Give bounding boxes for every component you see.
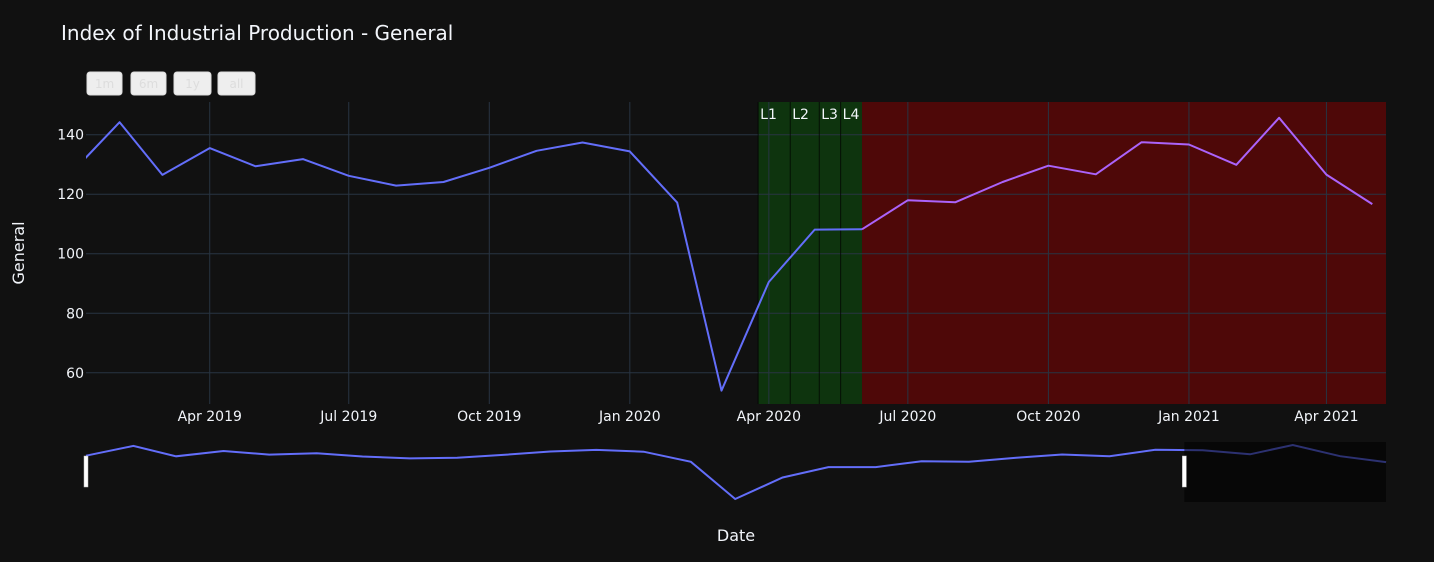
slider-unselected-mask bbox=[1184, 442, 1386, 502]
marker-label-l2: L2 bbox=[792, 107, 809, 123]
slider-handle-right[interactable] bbox=[1182, 455, 1187, 488]
shaded-regions bbox=[758, 102, 1386, 404]
range-button-1y[interactable]: 1y bbox=[173, 71, 212, 96]
range-button-bg[interactable] bbox=[86, 71, 123, 96]
marker-label-l3: L3 bbox=[821, 107, 838, 123]
range-slider[interactable] bbox=[83, 442, 1387, 502]
x-axis-label: Date bbox=[717, 526, 755, 545]
x-tick-label: Oct 2020 bbox=[1016, 409, 1080, 425]
range-button-label[interactable]: 1y bbox=[185, 77, 200, 91]
range-button-all[interactable]: all bbox=[217, 71, 256, 96]
chart-title: Index of Industrial Production - General bbox=[61, 21, 453, 45]
slider-handle-left[interactable] bbox=[83, 455, 89, 488]
x-tick-label: Jul 2019 bbox=[319, 409, 377, 425]
x-tick-label: Apr 2020 bbox=[737, 409, 801, 425]
slider-series-line bbox=[85, 443, 1387, 501]
y-tick-label: 120 bbox=[57, 187, 84, 203]
x-tick-label: Jul 2020 bbox=[878, 409, 936, 425]
range-button-label[interactable]: all bbox=[229, 77, 243, 91]
range-button-bg[interactable] bbox=[217, 71, 256, 96]
y-tick-label: 80 bbox=[66, 306, 84, 322]
plot-area: L1 L2 L3 L4 bbox=[86, 102, 1386, 404]
shaded-region-0 bbox=[758, 102, 863, 404]
series-lines bbox=[86, 116, 1373, 392]
y-tick-label: 140 bbox=[57, 128, 84, 144]
series-line-1 bbox=[861, 116, 1373, 231]
series-line-0 bbox=[86, 121, 863, 392]
marker-label-l1: L1 bbox=[760, 107, 777, 123]
range-button-label[interactable]: 6m bbox=[139, 77, 158, 91]
x-axis-ticks: Apr 2019 Jul 2019 Oct 2019 Jan 2020 Apr 2020… bbox=[178, 409, 1359, 425]
lockdown-markers: L1 L2 L3 L4 bbox=[757, 102, 860, 404]
x-tick-label: Apr 2019 bbox=[178, 409, 242, 425]
range-button-label[interactable]: 1m bbox=[95, 77, 114, 91]
grid-lines bbox=[86, 102, 1386, 404]
x-tick-label: Apr 2021 bbox=[1294, 409, 1358, 425]
range-button-bg[interactable] bbox=[130, 71, 167, 96]
y-tick-label: 60 bbox=[66, 366, 84, 382]
range-button-6m[interactable]: 6m bbox=[130, 71, 167, 96]
range-selector: 1m 6m 1y all bbox=[86, 71, 256, 96]
range-button-bg[interactable] bbox=[173, 71, 212, 96]
x-tick-label: Oct 2019 bbox=[457, 409, 521, 425]
marker-label-l4: L4 bbox=[843, 107, 860, 123]
range-button-1m[interactable]: 1m bbox=[86, 71, 123, 96]
x-tick-label: Jan 2021 bbox=[1157, 409, 1220, 425]
y-axis-ticks: 60 80 100 120 140 bbox=[57, 128, 84, 382]
y-tick-label: 100 bbox=[57, 247, 84, 263]
shaded-region-1 bbox=[862, 102, 1386, 404]
y-axis-label: General bbox=[9, 221, 28, 284]
x-tick-label: Jan 2020 bbox=[598, 409, 661, 425]
